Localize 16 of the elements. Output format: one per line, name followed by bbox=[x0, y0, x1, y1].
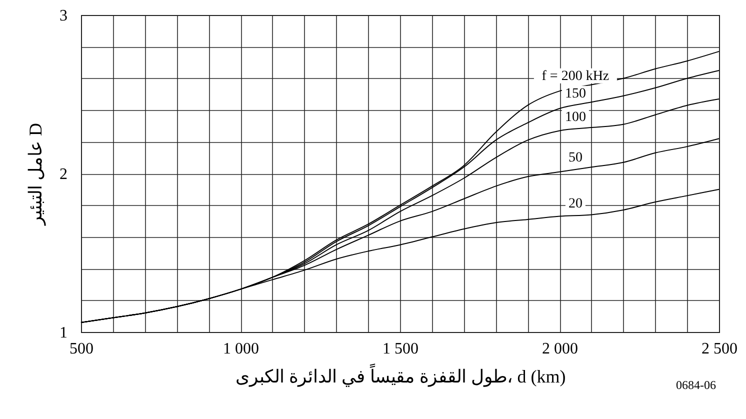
series-label: 50 bbox=[568, 150, 582, 166]
x-tick-label: 2 500 bbox=[702, 340, 738, 358]
series-label: 20 bbox=[568, 196, 582, 212]
x-axis-title: طول القفزة مقيساً في الدائرة الكبرى، d (km) bbox=[235, 364, 566, 388]
series-label: 100 bbox=[564, 110, 586, 126]
y-tick-label: 2 bbox=[60, 166, 68, 183]
x-tick-label: 500 bbox=[70, 340, 94, 358]
text: 0684-06 bbox=[676, 378, 716, 393]
y-tick-label: 1 bbox=[60, 324, 68, 342]
y-axis-title: عامل التبئير D bbox=[26, 123, 46, 226]
x-tick-label: 2 000 bbox=[542, 340, 578, 358]
y-tick-label: 3 bbox=[60, 8, 68, 24]
series-label: f = 200 kHz bbox=[542, 68, 610, 84]
x-tick-label: 1 000 bbox=[223, 340, 259, 358]
x-tick-label: 1 500 bbox=[382, 340, 418, 358]
series-label: 150 bbox=[564, 86, 586, 102]
